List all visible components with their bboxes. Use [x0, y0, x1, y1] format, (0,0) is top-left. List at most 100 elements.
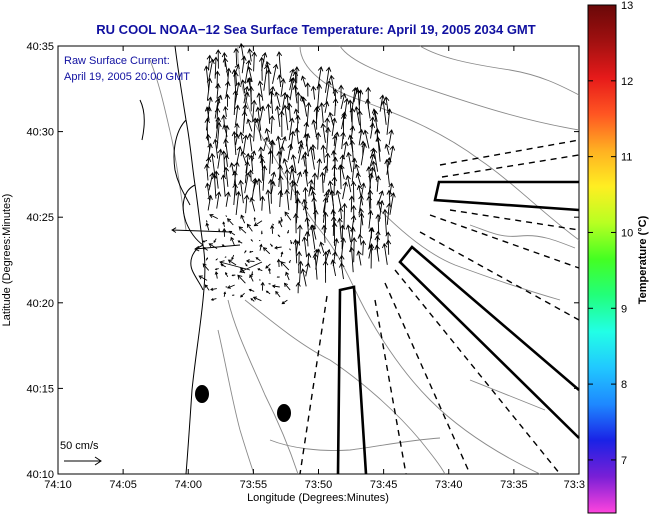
current-vector [294, 66, 300, 84]
current-vector [244, 262, 248, 267]
current-vector [295, 91, 301, 114]
current-vector [225, 215, 228, 218]
current-vector [287, 143, 294, 161]
current-vector [256, 178, 262, 201]
current-vector [205, 220, 208, 223]
current-vector [296, 250, 302, 274]
current-vector [335, 189, 342, 210]
current-vector [368, 172, 374, 199]
current-vector [322, 165, 329, 183]
current-vector [319, 171, 326, 193]
current-vector [280, 261, 290, 271]
current-vector [369, 116, 376, 129]
current-vector [360, 142, 367, 166]
current-vector [222, 221, 226, 227]
x-tick-label: 74:00 [174, 479, 202, 491]
radar-beam-line [299, 295, 328, 475]
current-vector [274, 105, 281, 128]
current-vector [269, 115, 275, 134]
current-vector [371, 108, 379, 132]
current-vector [268, 90, 275, 114]
x-tick-label: 73:50 [305, 479, 333, 491]
current-vector [215, 83, 221, 99]
coastline-path [190, 244, 204, 291]
current-vector [338, 84, 344, 100]
current-vector [367, 209, 374, 229]
current-vector [316, 158, 323, 180]
current-vector [263, 136, 269, 151]
current-vector [379, 94, 385, 112]
current-vector [281, 299, 288, 305]
colorbar-ticks: 7 8 9 10 11 12 13 [588, 0, 633, 467]
current-vector [222, 57, 229, 77]
current-vector [363, 129, 370, 149]
current-vector [294, 127, 300, 144]
current-vector [277, 164, 284, 188]
current-vector [198, 275, 208, 281]
current-vector [302, 186, 309, 207]
y-tick-label: 40:25 [26, 212, 54, 224]
colorbar [587, 4, 617, 514]
current-vector [209, 213, 218, 220]
current-vector [205, 222, 210, 231]
current-vector [234, 104, 241, 126]
current-vector [215, 258, 218, 261]
current-vector [244, 59, 252, 84]
radar-beam-line [441, 154, 580, 178]
current-vector [292, 181, 298, 204]
current-vector [319, 102, 325, 123]
current-vector [320, 122, 326, 143]
current-vector [375, 213, 381, 232]
current-vector [272, 223, 274, 226]
current-vector [280, 216, 283, 223]
radar-beam-line [419, 231, 580, 321]
current-vector [214, 107, 221, 129]
current-vector [324, 152, 331, 173]
current-vector [255, 106, 262, 131]
current-vector [234, 133, 240, 146]
current-vector [283, 282, 291, 291]
contour-line [419, 45, 580, 96]
current-vector [360, 239, 367, 256]
current-vector [249, 250, 254, 253]
current-vector [297, 224, 303, 244]
current-vector [267, 267, 271, 274]
current-vector [235, 190, 242, 216]
current-vector [214, 271, 219, 279]
current-vector [223, 291, 227, 297]
current-vector [284, 211, 292, 221]
current-vector [354, 106, 361, 126]
current-vector [253, 217, 256, 222]
current-vector [213, 238, 217, 243]
current-vector [358, 212, 365, 236]
current-vector [328, 111, 334, 127]
current-vector [384, 159, 390, 185]
current-vector [289, 77, 296, 101]
current-vector [210, 287, 217, 291]
current-vector [212, 138, 219, 159]
current-vector [375, 136, 381, 162]
current-vector [350, 180, 357, 203]
current-vector [216, 121, 222, 149]
current-vector [223, 154, 230, 167]
y-tick-label: 40:35 [26, 41, 54, 53]
current-vector [309, 224, 316, 250]
current-vector [285, 271, 290, 281]
radar-beam-line [384, 282, 471, 475]
current-vector [301, 96, 308, 117]
current-vector [278, 110, 285, 138]
current-vector [247, 48, 253, 62]
glider-track-east [433, 180, 580, 212]
current-vector [223, 138, 229, 157]
current-vector [302, 168, 309, 187]
current-vector [242, 134, 249, 154]
current-vector [293, 212, 299, 234]
current-vector [248, 288, 255, 292]
radar-coverage-lines [299, 139, 580, 475]
current-vector [269, 85, 276, 104]
current-vector [232, 182, 238, 206]
current-vector [330, 259, 337, 276]
current-vector [365, 98, 371, 119]
current-vector [369, 153, 376, 169]
